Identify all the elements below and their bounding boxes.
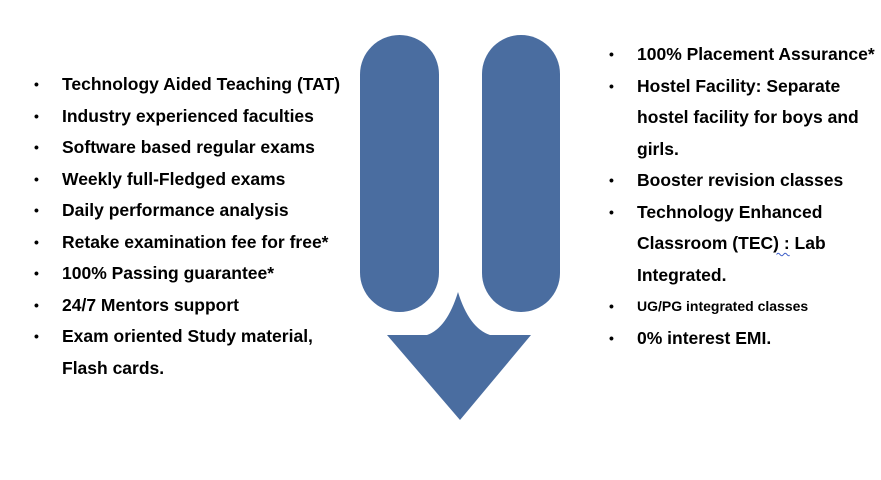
list-item: • 100% Passing guarantee* <box>34 258 342 290</box>
bullet-icon: • <box>34 202 39 218</box>
bullet-icon: • <box>609 298 614 314</box>
bullet-icon: • <box>34 233 39 250</box>
list-item: • Hostel Facility: Separate hostel facili… <box>609 71 877 166</box>
list-item: • 0% interest EMI. <box>609 323 877 355</box>
bullet-icon: • <box>609 172 614 188</box>
bullet-icon: • <box>34 265 39 281</box>
bullet-icon: • <box>34 76 39 92</box>
list-item: • UG/PG integrated classes <box>609 291 877 323</box>
bullet-icon: • <box>34 139 39 155</box>
left-feature-list: • Technology Aided Teaching (TAT) • Indust… <box>34 69 342 384</box>
list-item: • Software based regular exams <box>34 132 342 164</box>
list-item: • Technology Aided Teaching (TAT) <box>34 69 342 101</box>
spellcheck-underline: ) : <box>773 233 790 253</box>
list-item: • 100% Placement Assurance* <box>609 39 877 71</box>
list-item: • Industry experienced faculties <box>34 101 342 133</box>
list-item: • Booster revision classes <box>609 165 877 197</box>
list-item: • Technology Enhanced Classroom (TEC) : L… <box>609 197 877 292</box>
bullet-icon: • <box>34 107 39 124</box>
logo-right-bar <box>482 35 560 312</box>
bullet-icon: • <box>609 329 614 346</box>
bullet-icon: • <box>34 170 39 187</box>
list-item: • Exam oriented Study material, Flash car… <box>34 321 342 384</box>
bullet-icon: • <box>609 77 614 94</box>
list-item: • Daily performance analysis <box>34 195 342 227</box>
list-item: • 24/7 Mentors support <box>34 290 342 322</box>
bullet-icon: • <box>609 46 614 62</box>
list-item: • Weekly full-Fledged exams <box>34 164 342 196</box>
pen-nib-logo-icon <box>360 35 560 420</box>
bullet-icon: • <box>34 296 39 313</box>
bullet-icon: • <box>609 203 614 220</box>
logo-left-bar <box>360 35 439 312</box>
bullet-icon: • <box>34 328 39 344</box>
list-item: • Retake examination fee for free* <box>34 227 342 259</box>
right-feature-list: • 100% Placement Assurance* • Hostel Facil… <box>609 39 877 355</box>
logo-arrow <box>387 292 531 420</box>
